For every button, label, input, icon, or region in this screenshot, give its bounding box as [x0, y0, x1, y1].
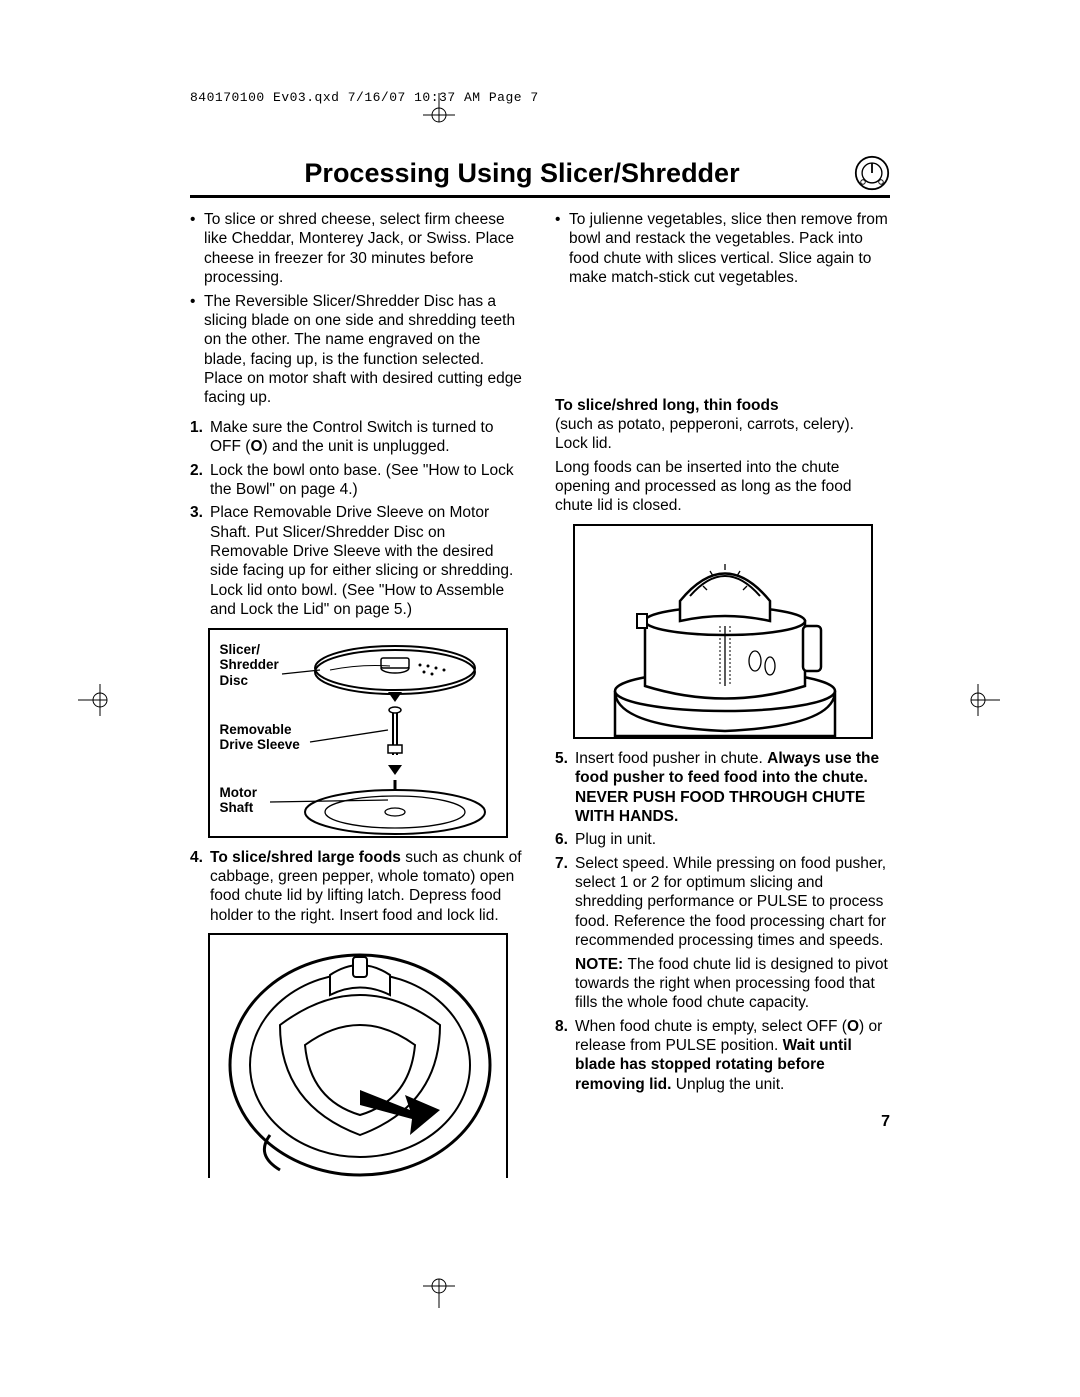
print-header: 840170100 Ev03.qxd 7/16/07 10:37 AM Page…: [190, 90, 890, 105]
bullet-item: To julienne vegetables, slice then remov…: [569, 210, 890, 288]
steps-5-8: 5.Insert food pusher in chute. Always us…: [555, 749, 890, 951]
step-4: 4.To slice/shred large foods such as chu…: [210, 848, 525, 926]
bullet-item: The Reversible Slicer/Shredder Disc has …: [204, 292, 525, 408]
thin-foods-heading: To slice/shred long, thin foods: [555, 396, 890, 415]
fig-label-sleeve: Removable Drive Sleeve: [220, 722, 300, 753]
page-title: Processing Using Slicer/Shredder: [190, 158, 854, 189]
dial-icon: [854, 155, 890, 191]
figure-sideview: [573, 524, 873, 739]
fig-label-shaft: Motor Shaft: [220, 785, 258, 816]
left-bullets: To slice or shred cheese, select firm ch…: [190, 210, 525, 408]
page-number: 7: [555, 1112, 890, 1132]
bullet-item: To slice or shred cheese, select firm ch…: [204, 210, 525, 288]
step-6: 6.Plug in unit.: [575, 830, 890, 849]
figure-topview: [208, 933, 508, 1178]
step-8: 8.When food chute is empty, select OFF (…: [575, 1017, 890, 1095]
step-5: 5.Insert food pusher in chute. Always us…: [575, 749, 890, 827]
step-8-list: 8.When food chute is empty, select OFF (…: [555, 1017, 890, 1095]
right-bullets: To julienne vegetables, slice then remov…: [555, 210, 890, 288]
step-3: 3.Place Removable Drive Sleeve on Motor …: [210, 503, 525, 619]
step-7: 7.Select speed. While pressing on food p…: [575, 854, 890, 951]
note: NOTE: The food chute lid is designed to …: [555, 955, 890, 1013]
right-column: To julienne vegetables, slice then remov…: [555, 210, 890, 1188]
crop-mark-right: [960, 680, 1000, 720]
step-2: 2.Lock the bowl onto base. (See "How to …: [210, 461, 525, 500]
crop-mark-left: [78, 680, 118, 720]
title-row: Processing Using Slicer/Shredder: [190, 155, 890, 198]
thin-foods-line2: Long foods can be inserted into the chut…: [555, 458, 890, 516]
figure-assembly: Slicer/ Shredder Disc Removable Drive Sl…: [208, 628, 508, 838]
crop-mark-bottom: [419, 1268, 459, 1308]
thin-foods-line1: (such as potato, pepperoni, carrots, cel…: [555, 415, 890, 454]
left-column: To slice or shred cheese, select firm ch…: [190, 210, 525, 1188]
page-content: 840170100 Ev03.qxd 7/16/07 10:37 AM Page…: [190, 90, 890, 1188]
step-4-list: 4.To slice/shred large foods such as chu…: [190, 848, 525, 926]
step-1: 1.Make sure the Control Switch is turned…: [210, 418, 525, 457]
steps-1-3: 1.Make sure the Control Switch is turned…: [190, 418, 525, 620]
fig-label-disc: Slicer/ Shredder Disc: [220, 642, 279, 689]
